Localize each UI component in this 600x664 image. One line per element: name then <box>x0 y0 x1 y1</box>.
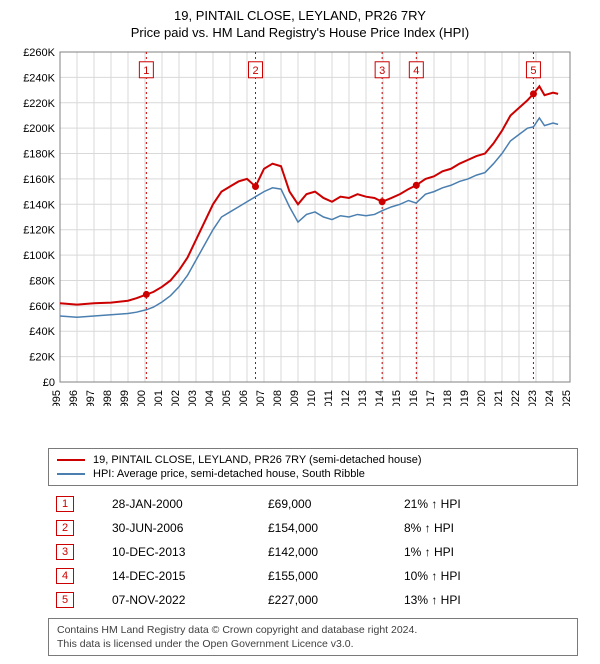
svg-text:2005: 2005 <box>221 390 233 406</box>
num-badge: 3 <box>56 544 74 560</box>
cell-pct: 8% ↑ HPI <box>396 516 578 540</box>
chart-container: 19, PINTAIL CLOSE, LEYLAND, PR26 7RY Pri… <box>0 0 600 664</box>
svg-text:1996: 1996 <box>68 390 80 406</box>
svg-text:2000: 2000 <box>136 390 148 406</box>
svg-text:£240K: £240K <box>23 72 55 84</box>
num-badge: 2 <box>56 520 74 536</box>
footer-line2: This data is licensed under the Open Gov… <box>57 637 569 651</box>
svg-text:2011: 2011 <box>323 390 335 406</box>
svg-text:2017: 2017 <box>425 390 437 406</box>
num-badge: 1 <box>56 496 74 512</box>
svg-text:2023: 2023 <box>527 390 539 406</box>
svg-text:2019: 2019 <box>459 390 471 406</box>
svg-text:2016: 2016 <box>408 390 420 406</box>
cell-pct: 1% ↑ HPI <box>396 540 578 564</box>
legend-label: 19, PINTAIL CLOSE, LEYLAND, PR26 7RY (se… <box>93 454 422 466</box>
legend-swatch <box>57 459 85 461</box>
cell-price: £154,000 <box>260 516 396 540</box>
svg-text:2009: 2009 <box>289 390 301 406</box>
title-address: 19, PINTAIL CLOSE, LEYLAND, PR26 7RY <box>10 8 590 23</box>
svg-text:£140K: £140K <box>23 199 55 211</box>
svg-text:£0: £0 <box>43 377 55 389</box>
cell-num: 2 <box>48 516 104 540</box>
svg-text:£40K: £40K <box>29 326 55 338</box>
footer-line1: Contains HM Land Registry data © Crown c… <box>57 623 569 637</box>
svg-text:2008: 2008 <box>272 390 284 406</box>
title-subtitle: Price paid vs. HM Land Registry's House … <box>10 25 590 40</box>
legend-row: HPI: Average price, semi-detached house,… <box>57 467 569 481</box>
svg-text:£120K: £120K <box>23 225 55 237</box>
svg-text:1998: 1998 <box>102 390 114 406</box>
svg-text:1: 1 <box>143 65 149 77</box>
legend-box: 19, PINTAIL CLOSE, LEYLAND, PR26 7RY (se… <box>48 448 578 486</box>
cell-pct: 21% ↑ HPI <box>396 492 578 516</box>
table-row: 1 28-JAN-2000£69,00021% ↑ HPI <box>48 492 578 516</box>
svg-text:£220K: £220K <box>23 98 55 110</box>
svg-text:2007: 2007 <box>255 390 267 406</box>
svg-text:2: 2 <box>252 65 258 77</box>
svg-text:1995: 1995 <box>51 390 63 406</box>
svg-text:4: 4 <box>413 65 419 77</box>
num-badge: 4 <box>56 568 74 584</box>
cell-date: 28-JAN-2000 <box>104 492 260 516</box>
cell-pct: 10% ↑ HPI <box>396 564 578 588</box>
cell-price: £155,000 <box>260 564 396 588</box>
num-badge: 5 <box>56 592 74 608</box>
cell-date: 07-NOV-2022 <box>104 588 260 612</box>
cell-num: 5 <box>48 588 104 612</box>
svg-text:2018: 2018 <box>442 390 454 406</box>
legend-label: HPI: Average price, semi-detached house,… <box>93 468 365 480</box>
svg-text:£180K: £180K <box>23 149 55 161</box>
cell-num: 1 <box>48 492 104 516</box>
table-row: 5 07-NOV-2022£227,00013% ↑ HPI <box>48 588 578 612</box>
cell-date: 30-JUN-2006 <box>104 516 260 540</box>
svg-text:2013: 2013 <box>357 390 369 406</box>
cell-pct: 13% ↑ HPI <box>396 588 578 612</box>
chart-svg: £0 £20K £40K £60K £80K £100K £120K £140K £160K £1… <box>10 46 590 406</box>
svg-text:2002: 2002 <box>170 390 182 406</box>
footer-note: Contains HM Land Registry data © Crown c… <box>48 618 578 656</box>
svg-text:2022: 2022 <box>510 390 522 406</box>
cell-date: 14-DEC-2015 <box>104 564 260 588</box>
svg-text:2010: 2010 <box>306 390 318 406</box>
svg-text:2001: 2001 <box>153 390 165 406</box>
svg-text:5: 5 <box>530 65 536 77</box>
svg-text:2006: 2006 <box>238 390 250 406</box>
svg-text:£20K: £20K <box>29 352 55 364</box>
cell-num: 3 <box>48 540 104 564</box>
svg-text:£60K: £60K <box>29 301 55 313</box>
svg-text:2024: 2024 <box>544 390 556 406</box>
svg-text:£200K: £200K <box>23 123 55 135</box>
svg-text:2020: 2020 <box>476 390 488 406</box>
svg-text:£160K: £160K <box>23 174 55 186</box>
cell-price: £142,000 <box>260 540 396 564</box>
svg-text:£260K: £260K <box>23 47 55 59</box>
table-row: 3 10-DEC-2013£142,0001% ↑ HPI <box>48 540 578 564</box>
cell-date: 10-DEC-2013 <box>104 540 260 564</box>
chart-area: £0 £20K £40K £60K £80K £100K £120K £140K £160K £1… <box>10 46 590 406</box>
svg-text:2025: 2025 <box>561 390 573 406</box>
transactions-table: 1 28-JAN-2000£69,00021% ↑ HPI 2 30-JUN-2006… <box>48 492 578 612</box>
svg-text:2012: 2012 <box>340 390 352 406</box>
cell-price: £227,000 <box>260 588 396 612</box>
svg-text:3: 3 <box>379 65 385 77</box>
svg-text:2015: 2015 <box>391 390 403 406</box>
svg-text:1997: 1997 <box>85 390 97 406</box>
svg-text:1999: 1999 <box>119 390 131 406</box>
title-block: 19, PINTAIL CLOSE, LEYLAND, PR26 7RY Pri… <box>10 8 590 40</box>
legend-swatch <box>57 473 85 475</box>
svg-text:£100K: £100K <box>23 250 55 262</box>
table-row: 4 14-DEC-2015£155,00010% ↑ HPI <box>48 564 578 588</box>
svg-text:2014: 2014 <box>374 390 386 406</box>
cell-num: 4 <box>48 564 104 588</box>
svg-text:£80K: £80K <box>29 275 55 287</box>
svg-text:2021: 2021 <box>493 390 505 406</box>
table-row: 2 30-JUN-2006£154,0008% ↑ HPI <box>48 516 578 540</box>
svg-text:2004: 2004 <box>204 390 216 406</box>
svg-text:2003: 2003 <box>187 390 199 406</box>
cell-price: £69,000 <box>260 492 396 516</box>
legend-row: 19, PINTAIL CLOSE, LEYLAND, PR26 7RY (se… <box>57 453 569 467</box>
